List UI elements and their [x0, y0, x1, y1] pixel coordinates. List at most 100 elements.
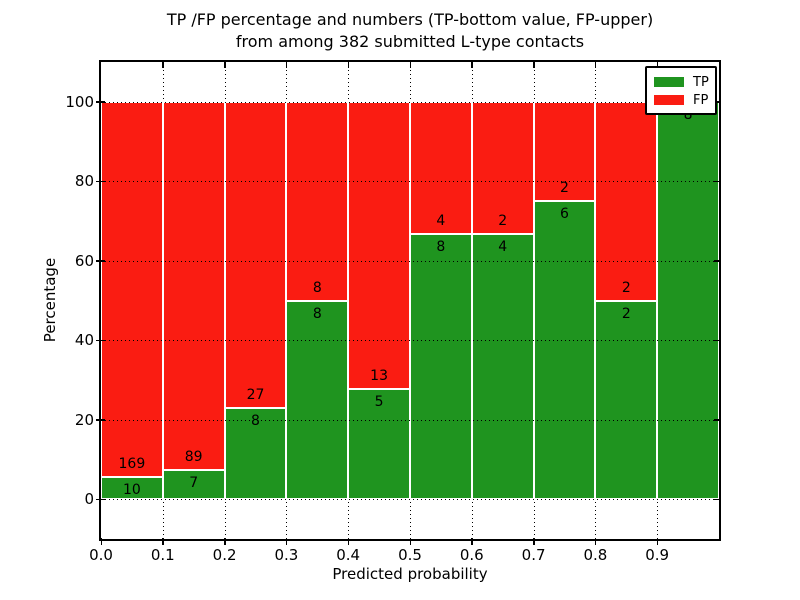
bar-fp-segment-3: [286, 101, 349, 301]
x-tick-mark-top: [285, 62, 288, 68]
y-tick-label-80: 80: [74, 172, 94, 191]
x-tick-mark-bottom: [409, 538, 411, 545]
x-tick-mark-top: [533, 62, 535, 68]
bar-tp-segment-1: [162, 470, 225, 500]
bar-fp-segment-2: [224, 101, 287, 409]
fp-count-label-3: 8: [312, 279, 322, 296]
x-tick-mark-bottom: [656, 538, 659, 545]
fp-count-label-2: 27: [246, 387, 265, 404]
y-tick-label-100: 100: [65, 92, 94, 111]
fp-legend-swatch: [654, 95, 684, 105]
chart-title-line1: TP /FP percentage and numbers (TP-bottom…: [166, 10, 654, 29]
gridline-y-40: [101, 340, 719, 342]
x-axis-label: Predicted probability: [332, 565, 488, 583]
gridline-y-20: [101, 419, 719, 421]
y-tick-mark-right: [714, 339, 719, 342]
legend-entry-tp: TP: [654, 73, 709, 91]
gridline-y-60: [101, 260, 719, 262]
y-tick-mark-right: [714, 260, 719, 262]
y-tick-label-60: 60: [74, 251, 94, 270]
bar-tp-segment-9: [657, 101, 719, 500]
y-axis-label: Percentage: [41, 257, 59, 343]
x-tick-mark-top: [471, 62, 473, 68]
y-tick-mark-right: [714, 419, 719, 421]
x-tick-mark-top: [656, 62, 659, 68]
y-tick-mark-left: [96, 498, 105, 501]
fp-count-label-0: 169: [118, 456, 146, 473]
x-tick-mark-bottom: [471, 538, 473, 545]
fp-count-label-4: 13: [370, 367, 389, 384]
x-tick-mark-bottom: [224, 538, 226, 545]
legend: TP FP: [645, 66, 717, 115]
x-tick-mark-top: [162, 62, 164, 68]
tp-count-label-6: 4: [498, 239, 508, 256]
y-tick-label-0: 0: [84, 490, 94, 509]
fp-count-label-6: 2: [498, 213, 508, 230]
bar-fp-segment-5: [410, 101, 472, 235]
bar-fp-segment-4: [348, 101, 410, 389]
x-tick-label-0.1: 0.1: [150, 546, 175, 564]
chart-title: TP /FP percentage and numbers (TP-bottom…: [20, 9, 800, 53]
bar-tp-segment-2: [224, 408, 287, 500]
gridline-y-80: [101, 181, 719, 183]
tp-count-label-2: 8: [251, 413, 260, 430]
tp-count-label-4: 5: [374, 393, 384, 410]
y-tick-label-20: 20: [74, 410, 94, 429]
x-tick-mark-bottom: [162, 538, 164, 545]
bar-tp-segment-5: [410, 234, 472, 500]
tp-count-label-8: 2: [621, 305, 631, 322]
x-tick-mark-top: [347, 62, 350, 68]
y-tick-mark-left: [96, 101, 105, 103]
bar-fp-segment-0: [101, 101, 163, 478]
y-tick-mark-left: [96, 339, 105, 342]
tp-count-label-7: 6: [560, 206, 569, 223]
x-tick-label-0.5: 0.5: [398, 546, 422, 564]
tp-count-label-0: 10: [122, 482, 141, 499]
x-tick-mark-top: [224, 62, 226, 68]
fp-count-label-1: 89: [184, 449, 203, 466]
tp-count-label-1: 7: [189, 475, 199, 492]
x-tick-mark-top: [409, 62, 411, 68]
legend-entry-fp: FP: [654, 91, 709, 109]
x-tick-label-0.0: 0.0: [89, 546, 113, 564]
bar-tp-segment-3: [286, 300, 349, 500]
bar-tp-segment-7: [533, 201, 596, 500]
y-tick-mark-left: [96, 260, 105, 262]
bar-fp-segment-6: [471, 101, 534, 235]
tp-count-label-3: 8: [312, 305, 322, 322]
gridline-y-0: [101, 499, 719, 501]
tp-count-label-5: 8: [436, 239, 446, 256]
y-tick-mark-right: [714, 498, 719, 501]
fp-count-label-5: 4: [436, 213, 446, 230]
x-tick-label-0.4: 0.4: [336, 546, 361, 564]
x-tick-mark-bottom: [285, 538, 288, 545]
fp-count-label-7: 2: [560, 180, 569, 197]
x-tick-label-0.8: 0.8: [583, 546, 608, 564]
bar-tp-segment-4: [348, 388, 410, 500]
x-tick-label-0.6: 0.6: [459, 546, 484, 564]
x-tick-mark-bottom: [533, 538, 535, 545]
gridline-y-100: [101, 101, 719, 103]
x-tick-label-0.7: 0.7: [521, 546, 546, 564]
bar-fp-segment-8: [595, 101, 658, 301]
y-tick-mark-left: [96, 419, 105, 421]
x-tick-label-0.2: 0.2: [212, 546, 237, 564]
x-tick-label-0.9: 0.9: [645, 546, 670, 564]
y-tick-mark-left: [96, 180, 105, 183]
x-tick-mark-bottom: [594, 538, 597, 545]
tp-legend-swatch: [654, 77, 684, 87]
x-tick-label-0.3: 0.3: [274, 546, 299, 564]
y-tick-mark-right: [714, 180, 719, 183]
bar-tp-segment-6: [471, 234, 534, 500]
x-tick-mark-bottom: [347, 538, 350, 545]
y-tick-label-40: 40: [74, 331, 94, 350]
bar-fp-segment-1: [162, 101, 225, 471]
x-tick-mark-top: [594, 62, 597, 68]
fp-count-label-8: 2: [621, 279, 631, 296]
tp-legend-label: TP: [693, 74, 709, 90]
bar-tp-segment-8: [595, 300, 658, 500]
bar-tp-segment-0: [101, 477, 163, 500]
x-tick-mark-bottom: [100, 538, 102, 545]
fp-legend-label: FP: [693, 92, 709, 108]
